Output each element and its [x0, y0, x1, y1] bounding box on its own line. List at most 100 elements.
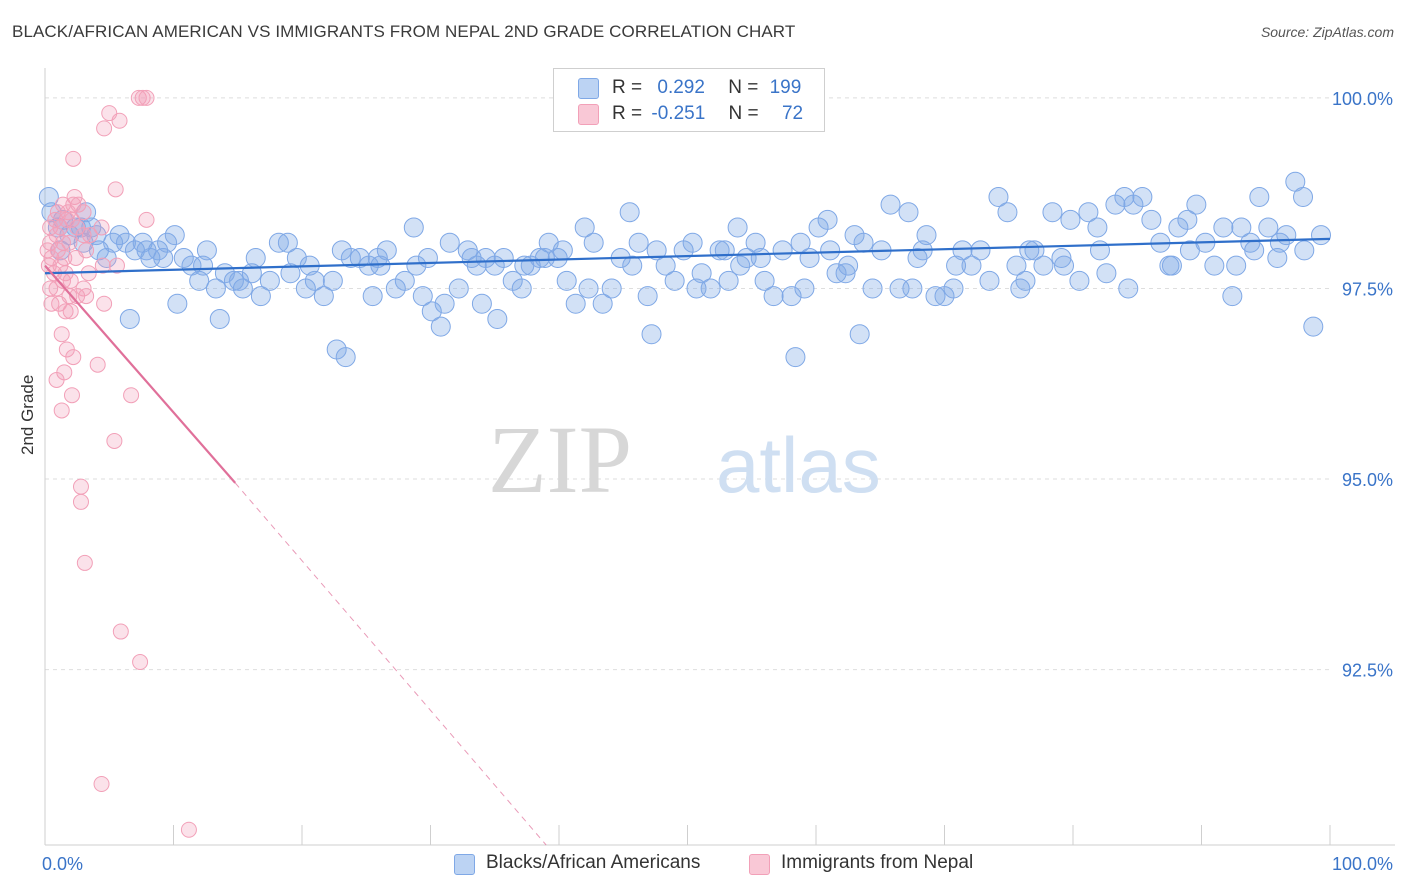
point-nepal	[134, 89, 151, 106]
y-tick-label: 100.0%	[1332, 89, 1393, 109]
point-blacks	[461, 247, 482, 268]
point-blacks	[136, 240, 157, 261]
point-blacks	[727, 217, 748, 238]
point-blacks	[646, 240, 667, 261]
legend-r-label: R =	[612, 77, 643, 98]
bottom-legend-swatch-pink	[749, 854, 770, 875]
point-blacks	[1204, 255, 1225, 276]
point-nepal	[89, 356, 106, 373]
point-blacks	[628, 232, 649, 253]
chart-title: BLACK/AFRICAN AMERICAN VS IMMIGRANTS FRO…	[12, 22, 796, 41]
point-blacks	[86, 225, 107, 246]
legend-swatch-blue	[578, 78, 599, 99]
point-blacks	[268, 232, 289, 253]
series-blacks-african-americans	[38, 171, 1332, 368]
point-blacks	[1303, 316, 1324, 337]
point-blacks	[601, 278, 622, 299]
bottom-legend-label-nepal: Immigrants from Nepal	[781, 852, 974, 873]
point-blacks	[622, 255, 643, 276]
point-blacks	[849, 324, 870, 345]
point-blacks	[376, 240, 397, 261]
point-nepal	[123, 387, 140, 404]
point-blacks	[1132, 186, 1153, 207]
point-blacks	[556, 270, 577, 291]
point-blacks	[1051, 247, 1072, 268]
point-blacks	[750, 247, 771, 268]
point-blacks	[961, 255, 982, 276]
point-blacks	[682, 232, 703, 253]
point-nepal	[78, 288, 95, 305]
point-blacks	[514, 255, 535, 276]
point-blacks	[1186, 194, 1207, 215]
point-nepal	[53, 402, 70, 419]
point-blacks	[820, 240, 841, 261]
point-blacks	[245, 247, 266, 268]
point-blacks	[714, 240, 735, 261]
axes	[44, 68, 1395, 846]
point-blacks	[619, 202, 640, 223]
point-blacks	[1141, 209, 1162, 230]
point-blacks	[838, 255, 859, 276]
point-blacks	[745, 232, 766, 253]
point-nepal	[72, 478, 89, 495]
point-blacks	[1089, 240, 1110, 261]
point-blacks	[1096, 263, 1117, 284]
point-nepal	[76, 554, 93, 571]
point-nepal	[107, 181, 124, 198]
legend-r-value: -0.251	[651, 103, 706, 124]
point-nepal	[138, 89, 155, 106]
legend-swatch-pink	[578, 104, 599, 125]
point-blacks	[1118, 278, 1139, 299]
point-blacks	[259, 270, 280, 291]
point-blacks	[313, 286, 334, 307]
point-blacks	[641, 324, 662, 345]
point-blacks	[448, 278, 469, 299]
point-blacks	[578, 278, 599, 299]
point-nepal	[180, 821, 197, 838]
bottom-legend-label-blacks: Blacks/African Americans	[486, 852, 701, 873]
point-nepal	[106, 432, 123, 449]
point-blacks	[439, 232, 460, 253]
point-blacks	[754, 270, 775, 291]
point-blacks	[412, 286, 433, 307]
point-blacks	[552, 240, 573, 261]
watermark-atlas: atlas	[716, 421, 881, 509]
grid-lines	[45, 97, 1330, 671]
point-blacks	[209, 308, 230, 329]
point-blacks	[38, 186, 59, 207]
point-blacks	[997, 202, 1018, 223]
point-blacks	[119, 308, 140, 329]
x-tick-label: 0.0%	[42, 854, 83, 874]
point-nepal	[93, 776, 110, 793]
point-blacks	[794, 278, 815, 299]
point-blacks	[988, 186, 1009, 207]
point-blacks	[1311, 225, 1332, 246]
point-blacks	[421, 301, 442, 322]
point-blacks	[1161, 255, 1182, 276]
point-nepal	[132, 654, 149, 671]
x-tick-label: 100.0%	[1332, 854, 1393, 874]
point-blacks	[1054, 255, 1075, 276]
point-blacks	[1222, 286, 1243, 307]
point-nepal	[53, 326, 70, 343]
trend-line-nepal	[44, 264, 237, 484]
y-tick-label: 95.0%	[1342, 470, 1393, 490]
point-blacks	[1033, 255, 1054, 276]
point-blacks	[835, 263, 856, 284]
point-blacks	[970, 240, 991, 261]
point-blacks	[691, 263, 712, 284]
point-nepal	[81, 227, 98, 244]
watermark-zip: ZIP	[488, 406, 632, 513]
point-blacks	[534, 247, 555, 268]
point-blacks	[434, 293, 455, 314]
point-nepal	[96, 120, 113, 137]
legend-r-label: R =	[612, 103, 643, 124]
point-blacks	[193, 255, 214, 276]
point-blacks	[167, 293, 188, 314]
point-blacks	[1213, 217, 1234, 238]
point-blacks	[304, 270, 325, 291]
legend-r-value: 0.292	[657, 77, 705, 98]
point-nepal	[112, 623, 129, 640]
point-blacks	[1244, 240, 1265, 261]
point-nepal	[48, 371, 65, 388]
